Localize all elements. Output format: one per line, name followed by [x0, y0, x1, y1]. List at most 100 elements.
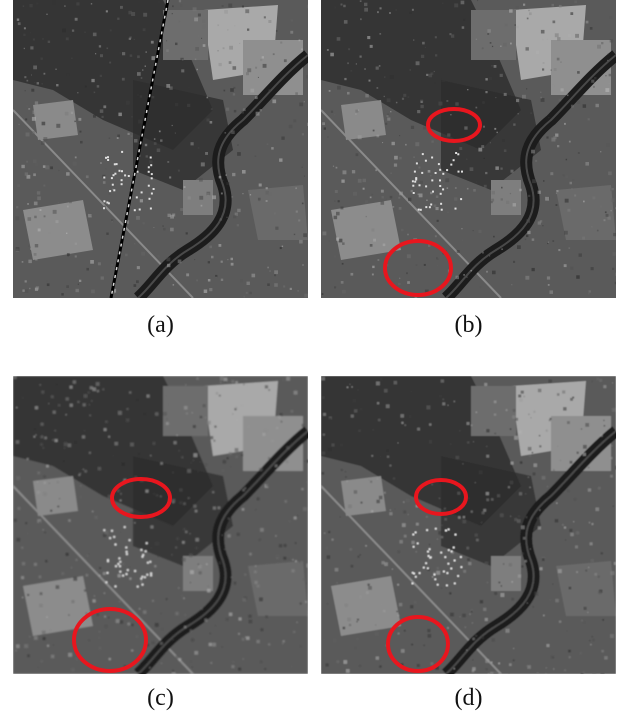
- texture-speck: [178, 0, 182, 3]
- texture-speck: [368, 586, 372, 590]
- texture-speck: [195, 537, 199, 542]
- texture-speck: [426, 73, 429, 76]
- texture-speck: [568, 247, 571, 249]
- texture-speck: [514, 435, 519, 440]
- texture-speck: [265, 615, 269, 619]
- texture-speck: [42, 491, 47, 496]
- texture-speck: [340, 206, 344, 210]
- building: [434, 578, 437, 581]
- texture-speck: [43, 215, 46, 218]
- texture-speck: [230, 88, 234, 92]
- texture-speck: [72, 161, 77, 166]
- texture-speck: [605, 213, 609, 217]
- texture-speck: [427, 634, 432, 638]
- texture-speck: [34, 244, 39, 248]
- texture-speck: [587, 466, 590, 469]
- texture-speck: [26, 160, 28, 163]
- field-parcel: [471, 10, 516, 60]
- texture-speck: [88, 639, 91, 642]
- texture-speck: [38, 575, 42, 579]
- texture-speck: [212, 642, 216, 647]
- texture-speck: [30, 32, 32, 34]
- texture-speck: [285, 460, 289, 464]
- texture-speck: [234, 408, 237, 411]
- texture-speck: [21, 562, 26, 566]
- texture-speck: [386, 115, 389, 117]
- texture-speck: [345, 669, 350, 673]
- texture-speck: [101, 115, 104, 118]
- texture-speck: [241, 637, 245, 641]
- texture-speck: [526, 17, 529, 20]
- building: [413, 170, 416, 173]
- texture-speck: [503, 42, 507, 47]
- texture-speck: [522, 94, 526, 99]
- texture-speck: [480, 521, 483, 524]
- texture-speck: [278, 544, 283, 548]
- texture-speck: [610, 571, 615, 576]
- texture-speck: [569, 528, 573, 532]
- texture-speck: [166, 257, 171, 262]
- texture-speck: [107, 494, 112, 499]
- texture-speck: [490, 671, 494, 674]
- texture-speck: [558, 4, 562, 8]
- texture-speck: [192, 7, 197, 12]
- texture-speck: [181, 557, 186, 562]
- texture-speck: [184, 614, 187, 616]
- texture-speck: [233, 109, 237, 113]
- texture-speck: [435, 195, 439, 198]
- texture-speck: [226, 107, 230, 111]
- texture-speck: [372, 129, 375, 132]
- texture-speck: [71, 57, 73, 59]
- texture-speck: [68, 614, 70, 616]
- texture-speck: [91, 400, 93, 402]
- texture-speck: [137, 94, 140, 97]
- texture-speck: [411, 540, 415, 545]
- texture-speck: [185, 384, 187, 386]
- texture-speck: [453, 667, 456, 670]
- texture-speck: [90, 260, 94, 264]
- texture-speck: [15, 247, 20, 251]
- texture-speck: [356, 637, 359, 641]
- building: [147, 166, 150, 169]
- texture-speck: [523, 3, 526, 6]
- texture-speck: [154, 622, 159, 627]
- building: [439, 168, 442, 171]
- texture-speck: [41, 83, 43, 85]
- texture-speck: [491, 65, 493, 67]
- texture-speck: [568, 649, 571, 653]
- texture-speck: [165, 422, 169, 425]
- texture-speck: [562, 390, 566, 394]
- texture-speck: [17, 22, 21, 26]
- building: [440, 202, 443, 205]
- building: [121, 150, 124, 153]
- texture-speck: [292, 559, 294, 561]
- texture-speck: [483, 157, 485, 159]
- texture-speck: [111, 267, 115, 271]
- texture-speck: [543, 614, 545, 617]
- texture-speck: [275, 554, 280, 559]
- highlight-ellipse: [414, 478, 468, 516]
- texture-speck: [274, 274, 277, 277]
- texture-speck: [436, 219, 439, 222]
- field-parcel: [163, 10, 208, 60]
- texture-speck: [485, 171, 488, 175]
- building: [431, 156, 434, 159]
- texture-speck: [333, 255, 336, 258]
- texture-speck: [153, 138, 156, 140]
- texture-speck: [527, 230, 531, 235]
- texture-speck: [576, 451, 579, 454]
- field-parcel: [183, 180, 213, 215]
- texture-speck: [243, 295, 246, 298]
- building: [127, 175, 130, 177]
- texture-speck: [214, 624, 217, 627]
- texture-speck: [200, 607, 203, 610]
- texture-speck: [21, 164, 25, 169]
- texture-speck: [558, 620, 562, 623]
- building: [446, 169, 449, 172]
- texture-speck: [63, 447, 66, 449]
- building: [128, 539, 131, 542]
- texture-speck: [158, 130, 161, 133]
- texture-speck: [232, 661, 234, 663]
- texture-speck: [442, 2, 444, 4]
- building: [136, 585, 139, 588]
